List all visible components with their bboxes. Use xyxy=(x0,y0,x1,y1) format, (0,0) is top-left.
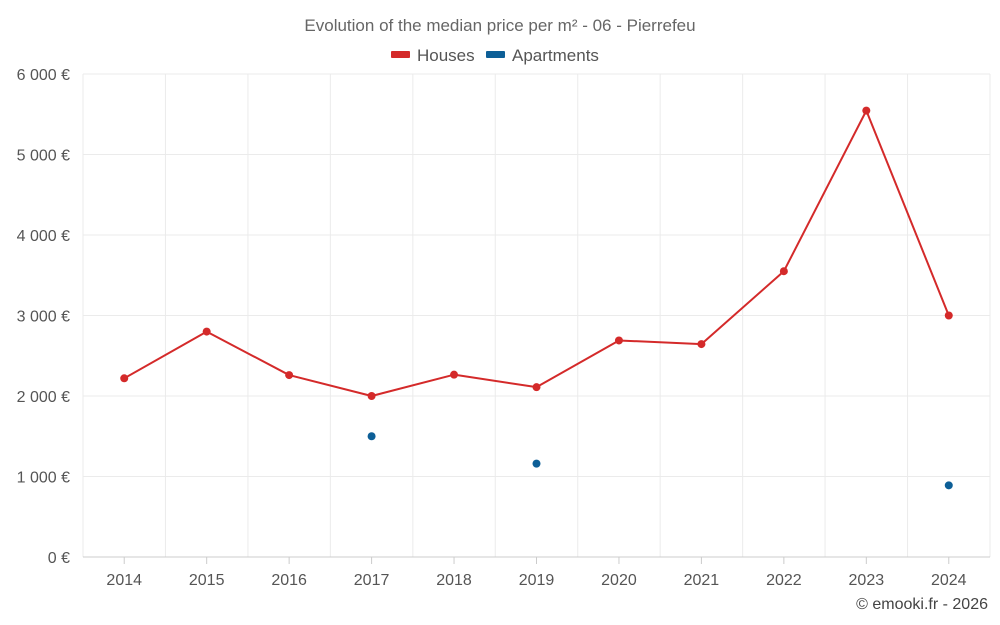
x-tick-label: 2017 xyxy=(354,572,390,589)
legend[interactable]: Houses Apartments xyxy=(391,46,599,65)
x-tick-label: 2022 xyxy=(766,572,802,589)
chart-title: Evolution of the median price per m² - 0… xyxy=(304,16,695,35)
y-tick-label: 3 000 € xyxy=(17,309,70,326)
data-point-houses-2018[interactable] xyxy=(450,370,459,379)
data-point-houses-2017[interactable] xyxy=(367,392,376,400)
x-tick-label: 2020 xyxy=(601,572,637,589)
y-tick-label: 2 000 € xyxy=(17,389,70,406)
data-point-houses-2022[interactable] xyxy=(779,267,788,276)
x-tick-label: 2014 xyxy=(106,572,142,589)
x-tick-label: 2023 xyxy=(849,572,885,589)
data-point-apartments-2017[interactable] xyxy=(367,432,376,441)
y-tick-label: 1 000 € xyxy=(17,470,70,487)
series-apartments xyxy=(367,432,953,490)
data-point-houses-2021[interactable] xyxy=(697,340,706,349)
x-tick-label: 2016 xyxy=(271,572,307,589)
data-point-houses-2024[interactable] xyxy=(944,311,953,320)
x-tick-label: 2015 xyxy=(189,572,225,589)
legend-label-houses: Houses xyxy=(417,46,475,65)
x-tick-label: 2018 xyxy=(436,572,472,589)
data-point-houses-2023[interactable] xyxy=(862,106,871,115)
data-point-houses-2014[interactable] xyxy=(120,374,129,383)
legend-item-apartments[interactable]: Apartments xyxy=(486,46,599,65)
legend-label-apartments: Apartments xyxy=(512,46,599,65)
credit: © emooki.fr - 2026 xyxy=(856,596,988,613)
series-layer xyxy=(120,106,953,490)
y-tick-label: 6 000 € xyxy=(17,67,70,84)
data-point-apartments-2019[interactable] xyxy=(532,459,541,468)
data-point-houses-2016[interactable] xyxy=(285,371,294,380)
x-tick-label: 2024 xyxy=(931,572,967,589)
grid xyxy=(82,73,991,558)
x-axis: 2014 2015 2016 2017 2018 2019 2020 2021 2022 2023… xyxy=(83,556,990,589)
data-point-apartments-2024[interactable] xyxy=(944,481,953,490)
data-point-houses-2015[interactable] xyxy=(202,327,211,336)
x-tick-label: 2019 xyxy=(519,572,555,589)
data-point-houses-2020[interactable] xyxy=(614,336,623,345)
legend-swatch-apartments xyxy=(486,51,505,58)
y-tick-label: 4 000 € xyxy=(17,228,70,245)
y-axis: 0 € 1 000 € 2 000 € 3 000 € 4 000 € 5 000 € 6 … xyxy=(17,67,70,567)
series-houses xyxy=(120,106,953,400)
legend-swatch-houses xyxy=(391,51,410,58)
data-point-houses-2019[interactable] xyxy=(532,383,541,392)
legend-item-houses[interactable]: Houses xyxy=(391,46,475,65)
y-tick-label: 5 000 € xyxy=(17,148,70,165)
y-tick-label: 0 € xyxy=(48,550,70,567)
x-tick-label: 2021 xyxy=(684,572,720,589)
